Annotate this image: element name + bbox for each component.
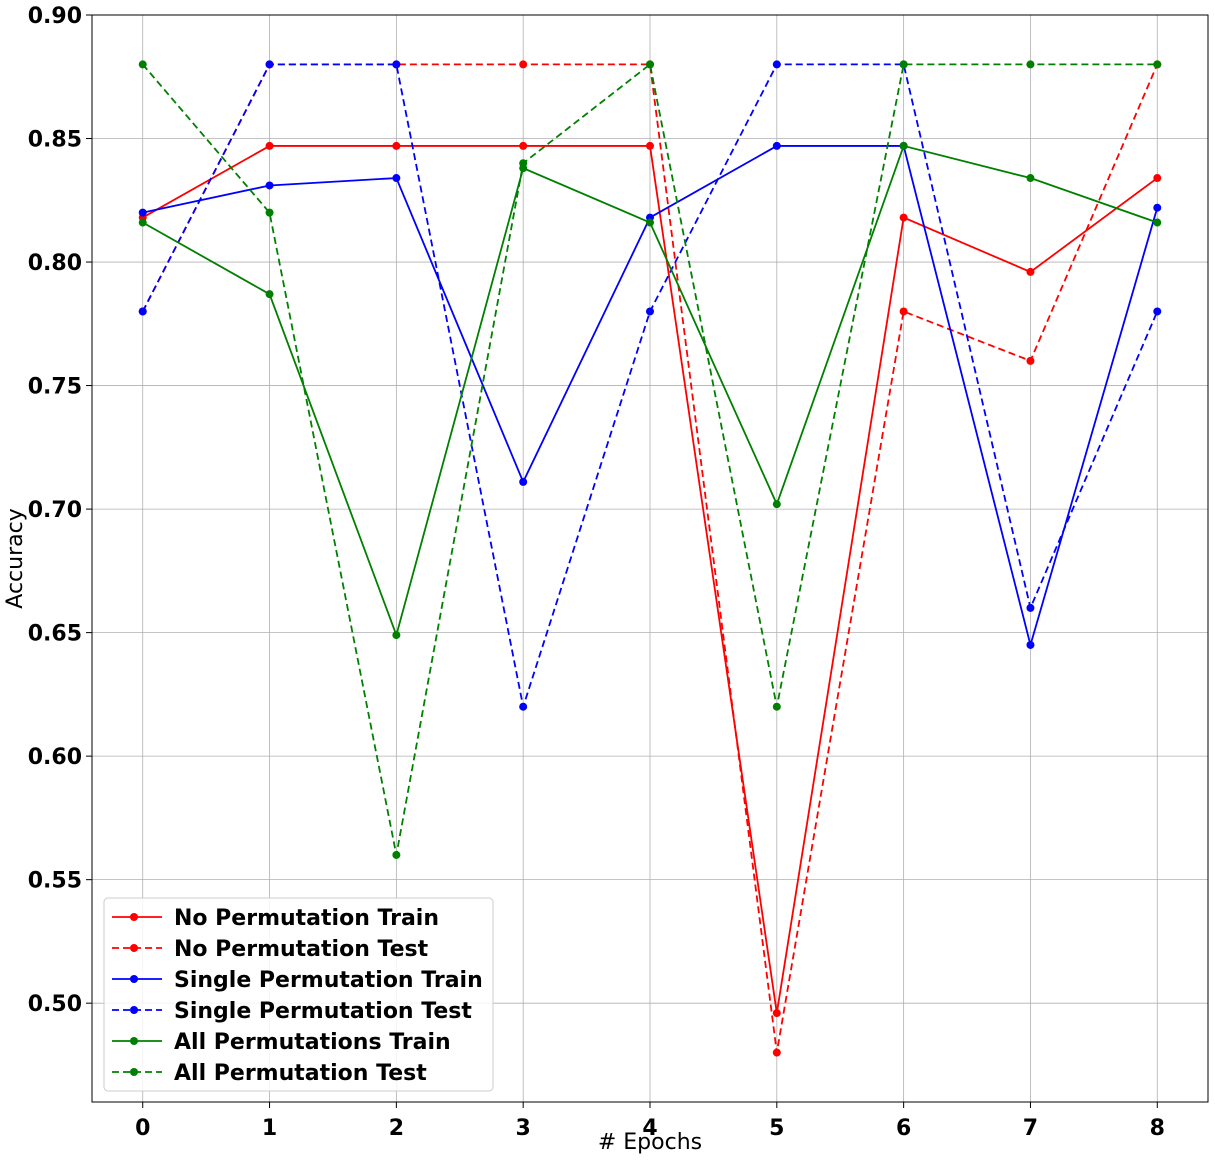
- series-no-permutation-train: [138, 141, 1162, 1018]
- x-tick-label: 1: [262, 1116, 277, 1141]
- legend-label: No Permutation Test: [174, 937, 429, 962]
- data-point: [772, 60, 781, 69]
- data-point: [772, 702, 781, 711]
- data-point: [265, 181, 274, 190]
- y-tick-label: 0.55: [28, 869, 82, 894]
- data-point: [1153, 218, 1162, 227]
- data-point: [1026, 60, 1035, 69]
- legend-entry: Single Permutation Train: [112, 968, 483, 993]
- legend-label: All Permutations Train: [174, 1030, 451, 1055]
- data-point: [772, 1048, 781, 1057]
- y-tick-label: 0.70: [28, 498, 82, 523]
- data-point: [1026, 356, 1035, 365]
- legend-marker: [130, 944, 138, 952]
- y-tick-label: 0.85: [28, 128, 82, 153]
- legend-entry: Single Permutation Test: [112, 999, 472, 1024]
- series-all-permutation-test: [138, 60, 1162, 859]
- legend-entry: No Permutation Test: [112, 937, 429, 962]
- data-point: [138, 218, 147, 227]
- legend: No Permutation Train No Permutation Test S…: [103, 897, 494, 1092]
- data-point: [772, 141, 781, 150]
- grid-lines: [92, 14, 1208, 1102]
- axis-ticks: 0.50 0.55 0.60 0.65 0.70 0.75 0.80 0.85 0.90 0 1 2 3…: [28, 4, 1165, 1141]
- data-point: [772, 500, 781, 509]
- data-point: [646, 218, 654, 227]
- y-tick-label: 0.60: [28, 745, 82, 770]
- legend-box: [103, 897, 494, 1092]
- legend-label: Single Permutation Test: [174, 999, 472, 1024]
- legend-entry: All Permutation Test: [112, 1061, 427, 1086]
- series-all-permutations-train: [138, 141, 1162, 640]
- data-point: [899, 141, 908, 150]
- data-point: [1153, 174, 1162, 183]
- data-point: [392, 141, 401, 150]
- data-point: [392, 850, 401, 859]
- y-tick-label: 0.50: [28, 992, 82, 1017]
- x-tick-label: 4: [642, 1116, 657, 1141]
- data-point: [138, 307, 147, 316]
- data-point: [899, 60, 908, 69]
- data-point: [392, 631, 401, 640]
- data-point: [1153, 307, 1162, 316]
- data-point: [899, 213, 908, 222]
- series-layer: [138, 60, 1162, 1057]
- data-point: [1153, 203, 1162, 212]
- data-point: [646, 307, 654, 316]
- y-tick-label: 0.75: [28, 375, 82, 400]
- legend-marker: [130, 1006, 138, 1014]
- x-axis-label: # Epochs: [598, 1130, 702, 1155]
- data-point: [646, 141, 654, 150]
- legend-entry: No Permutation Train: [112, 906, 439, 931]
- y-tick-label: 0.65: [28, 622, 82, 647]
- legend-label: No Permutation Train: [174, 906, 439, 931]
- legend-label: Single Permutation Train: [174, 968, 483, 993]
- legend-marker: [130, 1068, 138, 1076]
- data-point: [1026, 267, 1035, 276]
- x-tick-label: 7: [1023, 1116, 1038, 1141]
- legend-entry: All Permutations Train: [112, 1030, 451, 1055]
- y-axis-label: Accuracy: [3, 508, 28, 608]
- legend-label: All Permutation Test: [174, 1061, 427, 1086]
- data-point: [138, 208, 147, 217]
- y-tick-label: 0.90: [28, 4, 82, 29]
- data-point: [646, 60, 654, 69]
- data-point: [265, 60, 274, 69]
- x-tick-label: 2: [389, 1116, 404, 1141]
- data-point: [265, 290, 274, 299]
- legend-marker: [130, 1037, 138, 1045]
- data-point: [519, 60, 528, 69]
- data-point: [1026, 174, 1035, 183]
- data-point: [519, 702, 528, 711]
- x-tick-label: 8: [1150, 1116, 1165, 1141]
- data-point: [265, 208, 274, 217]
- series-line: [142, 62, 1158, 856]
- data-point: [899, 307, 908, 316]
- data-point: [1026, 603, 1035, 612]
- data-point: [265, 141, 274, 150]
- data-point: [138, 60, 147, 69]
- data-point: [519, 159, 528, 168]
- x-tick-label: 6: [896, 1116, 911, 1141]
- legend-marker: [130, 975, 138, 983]
- x-tick-label: 0: [135, 1116, 150, 1141]
- y-tick-label: 0.80: [28, 251, 82, 276]
- data-point: [772, 1009, 781, 1018]
- data-point: [1026, 640, 1035, 649]
- data-point: [1153, 60, 1162, 69]
- data-point: [519, 141, 528, 150]
- legend-marker: [130, 913, 138, 921]
- x-tick-label: 5: [769, 1116, 784, 1141]
- data-point: [519, 477, 528, 486]
- x-tick-label: 3: [516, 1116, 531, 1141]
- data-point: [392, 60, 401, 69]
- data-point: [392, 174, 401, 183]
